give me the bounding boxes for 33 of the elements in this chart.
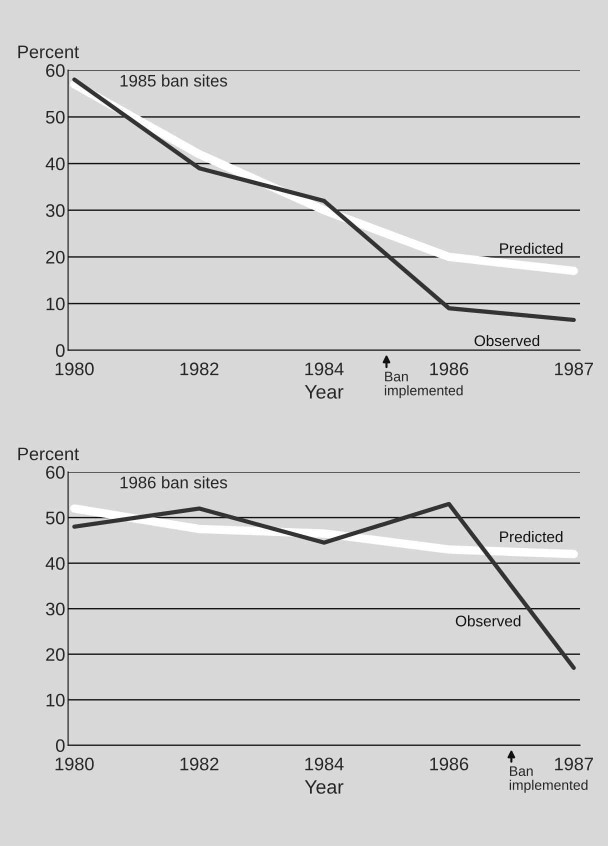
y-axis-title: Percent <box>18 46 79 58</box>
y-tick-label: 30 <box>46 204 65 217</box>
y-tick-label: 50 <box>46 110 65 124</box>
line-series <box>72 502 576 670</box>
series-label: Observed <box>474 334 540 346</box>
series-label: Predicted <box>500 242 562 254</box>
series-label: Observed <box>456 615 520 626</box>
y-tick-label: 10 <box>46 694 65 707</box>
x-tick-label: 1984 <box>305 758 344 770</box>
x-tick-label: 1986 <box>430 758 468 770</box>
x-tick-label: 1984 <box>305 362 344 376</box>
y-tick-label: 50 <box>46 512 65 524</box>
y-tick-label: 30 <box>46 602 65 616</box>
x-tick-label: 1982 <box>180 362 218 376</box>
x-axis-title: Year <box>304 780 344 794</box>
y-tick-label: 20 <box>46 648 65 661</box>
y-tick-label: 20 <box>46 250 65 264</box>
x-tick-label: 1980 <box>56 362 94 376</box>
x-axis-title: Year <box>304 385 344 399</box>
y-tick-label: 40 <box>46 157 65 170</box>
series-label: Predicted <box>500 530 562 542</box>
y-tick-label: 40 <box>46 557 65 570</box>
x-tick-label: 1980 <box>56 758 94 770</box>
y-axis-title: Percent <box>18 448 79 460</box>
y-tick-label: 0 <box>56 739 65 752</box>
y-tick-label: 60 <box>46 64 65 77</box>
y-tick-label: 60 <box>46 466 65 479</box>
y-tick-label: 10 <box>46 298 65 310</box>
chart-title: 1986 ban sites <box>120 476 228 488</box>
x-tick-label: 1987 <box>555 362 593 376</box>
y-tick-label: 0 <box>56 344 65 357</box>
x-tick-label: 1982 <box>180 758 218 770</box>
chart-title: 1985 ban sites <box>120 74 228 87</box>
